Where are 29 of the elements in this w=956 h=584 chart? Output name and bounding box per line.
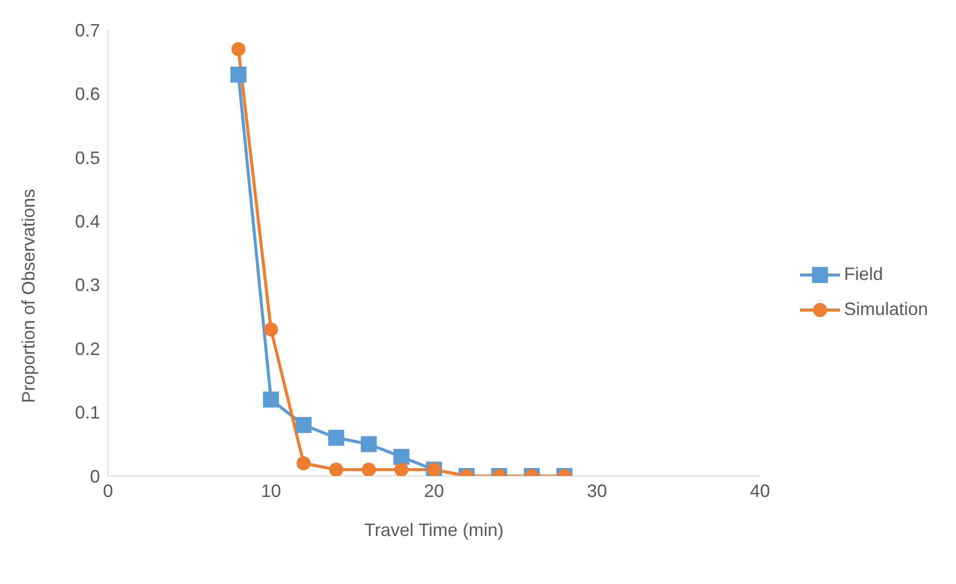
- point: [231, 42, 246, 56]
- y-tick-label: 0.1: [74, 402, 100, 423]
- x-tick-label: 30: [586, 480, 607, 501]
- x-tick-label: 20: [424, 480, 444, 501]
- point: [296, 417, 312, 434]
- point: [328, 430, 344, 446]
- point: [362, 462, 376, 476]
- point: [262, 392, 279, 408]
- point: [393, 448, 410, 465]
- point: [264, 322, 278, 336]
- legend-label: Field: [844, 264, 883, 285]
- point: [360, 436, 377, 452]
- y-tick-label: 0: [90, 466, 100, 486]
- y-tick-label: 0.4: [74, 212, 100, 232]
- y-axis-title: Proportion of Observations: [18, 188, 38, 403]
- point: [329, 462, 344, 476]
- x-axis-title: Travel Time (min): [364, 520, 504, 540]
- y-tick-label: 0.7: [74, 20, 100, 40]
- y-tick-label: 0.6: [74, 84, 100, 104]
- x-tick-label: 0: [102, 480, 114, 501]
- point: [230, 66, 246, 83]
- point: [296, 456, 311, 470]
- y-tick-label: 0.2: [74, 338, 100, 359]
- x-tick-label: 10: [260, 480, 282, 501]
- x-tick-label: 40: [750, 480, 770, 501]
- y-tick-label: 0.5: [74, 148, 100, 168]
- legend-label: Simulation: [844, 299, 928, 320]
- point: [394, 462, 408, 476]
- y-tick-label: 0.3: [74, 275, 100, 296]
